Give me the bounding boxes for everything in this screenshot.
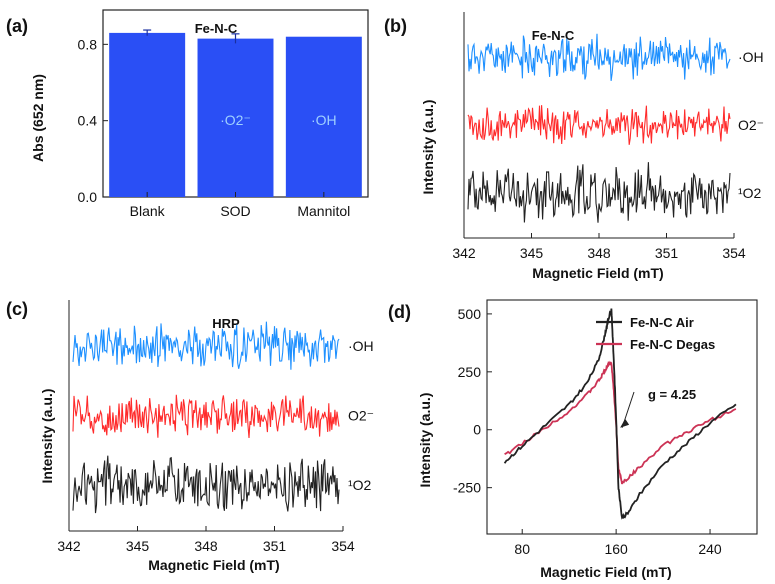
panel-c-title: HRP: [212, 316, 240, 331]
panel-d-y-tick-label: -250: [453, 480, 481, 496]
panel-x-tick-label: 348: [587, 245, 611, 261]
panel-a-x-tick-label: Mannitol: [297, 203, 350, 219]
panel-b-epr-spectra: Fe-N-C Magnetic Field (mT) Intensity (a.…: [420, 12, 764, 281]
panel-a-y-tick-label: 0.8: [78, 36, 98, 52]
panel-d-y-axis-label: Intensity (a.u.): [417, 393, 433, 488]
panel-a-title: Fe-N-C: [195, 21, 238, 36]
panel-label-c: (c): [6, 299, 28, 319]
panel-d-legend-label: Fe-N-C Degas: [630, 337, 715, 352]
panel-series-line: [72, 394, 340, 439]
panel-d-y-tick-label: 500: [458, 306, 482, 322]
panel-x-tick-label: 351: [655, 245, 679, 261]
panel-d-x-tick-label: 80: [514, 541, 530, 557]
panel-series-label: ¹O2: [738, 185, 762, 201]
panel-d-x-tick-label: 240: [698, 541, 722, 557]
panel-a-bar: [197, 38, 274, 197]
panel-a-x-tick-label: SOD: [220, 203, 250, 219]
panel-d-series-line: [503, 308, 737, 520]
panel-series-line: [467, 33, 731, 81]
panel-a-y-tick-label: 0.0: [78, 189, 98, 205]
panel-c-y-axis-label: Intensity (a.u.): [39, 389, 55, 484]
panel-c-x-axis-label: Magnetic Field (mT): [148, 557, 279, 573]
panel-d-frame: [486, 299, 758, 535]
panel-series-label: O2⁻: [348, 408, 374, 424]
panel-a-y-axis-label: Abs (652 nm): [30, 74, 46, 162]
panel-x-tick-label: 342: [57, 538, 81, 554]
panel-d-series-line: [504, 360, 737, 485]
panel-d-legend-label: Fe-N-C Air: [630, 315, 694, 330]
panel-a-y-tick-label: 0.4: [78, 113, 98, 129]
panel-b-x-axis-label: Magnetic Field (mT): [532, 265, 663, 281]
panel-series-line: [72, 321, 340, 370]
panel-a-bar-chart: Fe-N-C Abs (652 nm) 0.0 0.4 0.8 Blank SOD ·O2…: [30, 9, 369, 219]
panel-label-d: (d): [388, 302, 411, 322]
panel-series-line: [467, 162, 731, 223]
panel-a-bar-label: ·O2⁻: [220, 112, 251, 128]
panel-d-y-tick-label: 0: [473, 422, 481, 438]
panel-a-bar-label: ·OH: [311, 112, 337, 128]
panel-d-epr-spectra: Magnetic Field (mT) Intensity (a.u.) 80 1…: [417, 299, 758, 580]
panel-x-tick-label: 354: [331, 538, 355, 554]
panel-a-x-tick-label: Blank: [130, 203, 166, 219]
panel-d-x-tick-label: 160: [604, 541, 628, 557]
panel-x-tick-label: 354: [722, 245, 746, 261]
panel-x-tick-label: 348: [194, 538, 218, 554]
panel-series-label: O2⁻: [738, 117, 764, 133]
panel-x-tick-label: 342: [452, 245, 476, 261]
panel-x-tick-label: 345: [126, 538, 150, 554]
panel-series-label: ·OH: [738, 49, 764, 65]
panel-d-y-tick-label: 250: [458, 364, 482, 380]
panel-label-b: (b): [384, 16, 407, 36]
panel-label-a: (a): [6, 16, 28, 36]
panel-b-title: Fe-N-C: [532, 28, 575, 43]
panel-b-y-axis-label: Intensity (a.u.): [420, 100, 436, 195]
panel-series-label: ¹O2: [348, 477, 372, 493]
panel-d-x-axis-label: Magnetic Field (mT): [540, 564, 671, 580]
panel-series-label: ·OH: [348, 338, 374, 354]
panel-a-bar: [109, 32, 186, 197]
panel-c-epr-spectra: HRP Magnetic Field (mT) Intensity (a.u.)…: [39, 300, 374, 573]
panel-series-line: [467, 105, 731, 145]
panel-a-bar: [285, 36, 362, 197]
panel-series-line: [72, 455, 340, 514]
panel-d-annotation: g = 4.25: [648, 387, 696, 402]
panel-x-tick-label: 351: [263, 538, 287, 554]
panel-d-annotation-arrowhead: [620, 418, 630, 428]
panel-x-tick-label: 345: [520, 245, 544, 261]
